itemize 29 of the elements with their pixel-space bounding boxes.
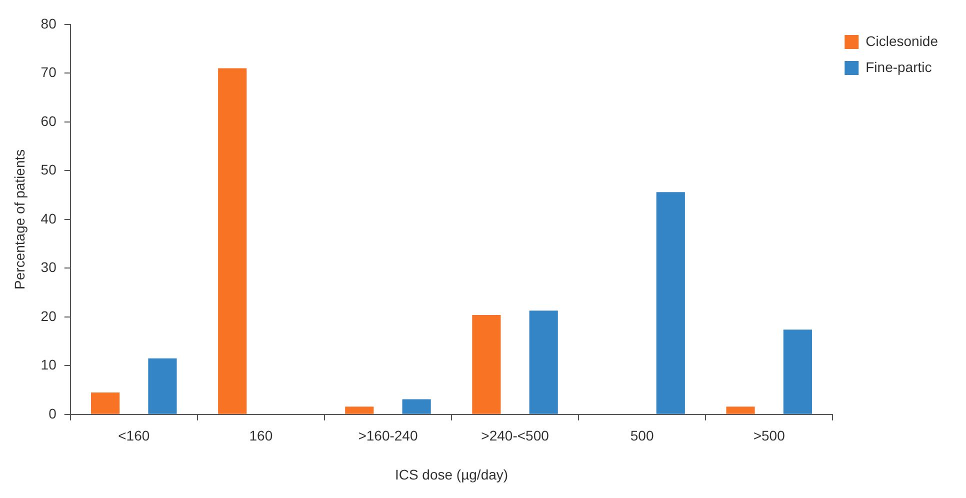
bar xyxy=(148,358,177,414)
legend-label: Ciclesonide xyxy=(866,32,938,49)
bar xyxy=(218,68,247,414)
y-tick-label: 30 xyxy=(40,259,57,276)
y-tick-label: 10 xyxy=(40,356,57,373)
bar xyxy=(472,314,501,414)
y-axis-title: Percentage of patients xyxy=(11,149,28,290)
bar xyxy=(783,330,812,414)
x-axis-title: ICS dose (µg/day) xyxy=(394,466,508,482)
bar xyxy=(91,392,120,414)
y-tick-label: 20 xyxy=(40,308,57,324)
bar xyxy=(529,310,558,414)
bar xyxy=(345,406,374,414)
y-tick-label: 50 xyxy=(40,162,57,178)
legend-label: Fine-partic xyxy=(866,58,932,75)
x-tick-label: 160 xyxy=(249,428,273,444)
bar xyxy=(656,192,685,414)
bar xyxy=(402,399,431,414)
y-tick-label: 0 xyxy=(48,405,57,422)
x-tick-label: >240-<500 xyxy=(481,428,550,444)
y-tick-label: 60 xyxy=(40,112,57,129)
x-tick-label: <160 xyxy=(118,428,150,444)
y-tick-label: 70 xyxy=(40,64,57,80)
bar xyxy=(726,406,755,414)
x-tick-label: 500 xyxy=(630,428,654,444)
y-tick-label: 80 xyxy=(40,15,57,32)
x-tick-label: >500 xyxy=(753,428,786,444)
x-tick-label: >160-240 xyxy=(358,428,418,444)
y-tick-label: 40 xyxy=(40,210,57,226)
